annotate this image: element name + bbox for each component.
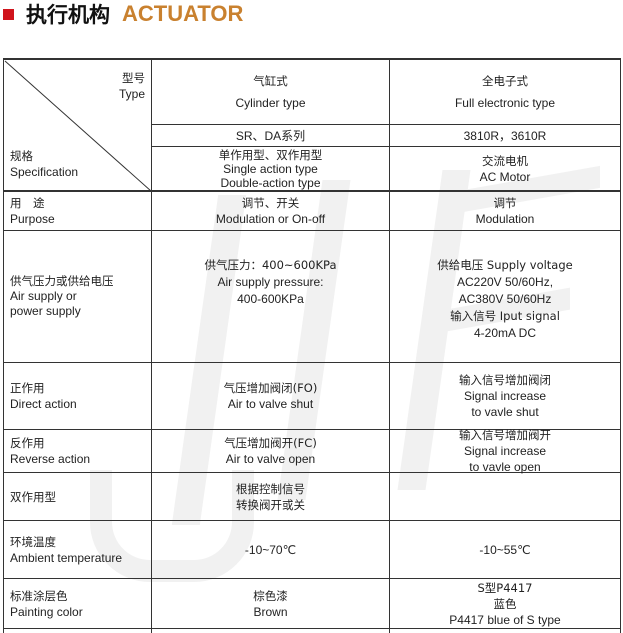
spec-label: 规格 Specification [10,149,79,179]
cell-text: 调节 [493,196,517,210]
section-title: 执行机构 ACTUATOR [3,1,243,27]
cell-text: Air to valve open [225,452,316,466]
cell-text: 供给电压 Supply voltage [437,258,573,272]
cell-text: to vavle open [469,460,541,474]
row-3-label-cell: 反作用 Reverse action [3,430,151,472]
cell-text: P4417 blue of S type [449,612,561,627]
kind-cylinder: 单作用型、双作用型 Single action type Double-acti… [218,147,323,190]
row-2-ele-cell: 输入信号增加阀闭 Signal increase to vavle shut [390,363,620,429]
cell-text: 反作用 [10,436,45,450]
cell-text: 棕色漆 [253,588,288,603]
cell-text: power supply [10,304,81,318]
cell-text: to vavle shut [471,405,539,419]
cell-text: Painting color [10,604,83,619]
cell-text: Ambient temperature [10,550,123,565]
row-3-cyl-cell: 气压增加阀开(FC) Air to valve open [152,430,389,472]
row-5-ele-cell: -10~55℃ [390,521,620,578]
cell-text: AC380V 50/60Hz [458,292,552,306]
kind-electronic: 交流电机 AC Motor [479,153,531,184]
row-0-cyl-cell: 调节、开关 Modulation or On-off [152,192,389,230]
cell-text: Purpose [10,212,55,226]
cell-text: Direct action [10,397,77,411]
cell-text: 用 途 [10,196,45,210]
cell-text: Signal increase [463,444,547,458]
col-electronic-header: 全电子式 Full electronic type [454,74,556,110]
row-0-label-cell: 用 途 Purpose [3,192,151,230]
row-6-label-cell: 标准涂层色 Painting color [3,579,151,628]
row-3-ele-cell: 输入信号增加阀开 Signal increase to vavle open [390,428,620,474]
red-square-marker-icon [3,8,14,20]
cell-text: 供气压力或供给电压 [10,274,114,288]
cell-text: 输入信号增加阀开 [459,428,551,442]
row-6-cyl-cell: 棕色漆 Brown [152,579,389,628]
diagonal-divider [4,60,151,191]
col-cylinder-header: 气缸式 Cylinder type [235,74,306,110]
cell-text: -10~55℃ [479,542,531,557]
cell-text: 气压增加阀开(FC) [224,436,317,450]
cell-text: 调节、开关 [241,196,300,210]
cell-text: 转换阀开或关 [236,497,305,512]
row-1-cyl-cell: 供气压力：400~600KPa Air supply pressure: 400-6… [152,231,389,362]
cell-text: Signal increase [463,389,547,403]
cell-text: 输入信号增加阀闭 [459,373,551,387]
series-cylinder: SR、DA系列 [235,128,306,143]
cell-text: 标准涂层色 [10,588,68,603]
cell-text: 400-600KPa [237,292,304,306]
row-5-cyl-cell: -10~70℃ [152,521,389,578]
cell-text: 蓝色 [493,596,517,611]
cell-text: Modulation or On-off [215,212,326,226]
title-zh: 执行机构 [26,3,110,27]
title-en: ACTUATOR [122,1,244,26]
row-0-ele-cell: 调节 Modulation [390,192,620,230]
row-1-label-cell: 供气压力或供给电压 Air supply or power supply [3,231,151,362]
row-4-label-cell: 双作用型 [3,473,151,520]
series-electronic: 3810R，3610R [463,128,547,143]
cell-text: -10~70℃ [244,542,297,557]
type-label: 型号 Type [118,71,145,101]
cell-text: Air supply or [10,289,77,303]
row-5-label-cell: 环境温度 Ambient temperature [3,521,151,578]
row-6-ele-cell: S型P4417 蓝色 P4417 blue of S type [390,579,620,628]
cell-text: 正作用 [10,381,45,395]
row-4-ele-cell [390,473,620,520]
cell-text: Reverse action [10,452,91,466]
cell-text: 输入信号 Iput signal [450,309,560,323]
cell-text: 供气压力：400~600KPa [204,258,337,272]
cell-text: Modulation [475,212,535,226]
row-2-cyl-cell: 气压增加阀闭(FO) Air to valve shut [152,363,389,429]
cell-text: 气压增加阀闭(FO) [223,381,318,395]
cell-text: Air supply pressure: [217,275,324,289]
cell-text: Air to valve shut [227,397,314,411]
row-1-ele-cell: 供给电压 Supply voltage AC220V 50/60Hz, AC380V… [390,231,620,362]
cell-text: 根据控制信号 [236,481,305,496]
row-4-cyl-cell: 根据控制信号 转换阀开或关 [152,473,389,520]
row-2-label-cell: 正作用 Direct action [3,363,151,429]
cell-text: 4-20mA DC [473,326,537,340]
cell-text: AC220V 50/60Hz, [456,275,554,289]
cell-text: 环境温度 [10,534,56,549]
cell-text: S型P4417 [477,580,533,595]
cell-text: 双作用型 [10,489,56,504]
cell-text: Brown [253,604,288,619]
